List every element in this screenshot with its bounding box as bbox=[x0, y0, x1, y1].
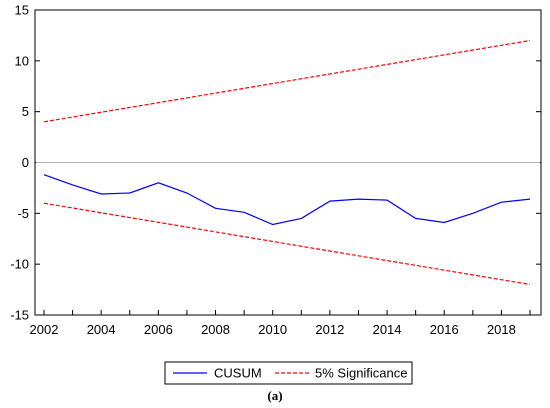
x-tick-label: 2012 bbox=[315, 322, 344, 337]
legend-label-cusum: CUSUM bbox=[214, 366, 262, 381]
x-tick-label: 2014 bbox=[373, 322, 402, 337]
y-tick-label: 5 bbox=[22, 104, 29, 119]
x-tick-label: 2016 bbox=[430, 322, 459, 337]
figure-caption: (a) bbox=[267, 388, 283, 403]
y-tick-label: -10 bbox=[10, 257, 29, 272]
y-tick-label: 0 bbox=[22, 155, 29, 170]
cusum-line bbox=[43, 174, 531, 226]
x-tick-label: 2002 bbox=[30, 322, 59, 337]
y-tick-label: 15 bbox=[15, 3, 29, 18]
lower-significance-line bbox=[43, 202, 531, 286]
x-tick-label: 2006 bbox=[144, 322, 173, 337]
y-tick-label: -15 bbox=[10, 308, 29, 323]
upper-significance-line bbox=[43, 39, 531, 123]
x-tick-label: 2008 bbox=[201, 322, 230, 337]
y-tick-label: 10 bbox=[15, 53, 29, 68]
legend-label-significance: 5% Significance bbox=[315, 366, 408, 381]
x-tick-label: 2010 bbox=[258, 322, 287, 337]
series-layer bbox=[43, 39, 531, 286]
x-tick-label: 2004 bbox=[87, 322, 116, 337]
x-tick-label: 2018 bbox=[487, 322, 516, 337]
y-tick-label: -5 bbox=[17, 206, 29, 221]
legend: CUSUM 5% Significance bbox=[164, 361, 413, 385]
y-axis: 15 10 5 0 -5 -10 -15 bbox=[10, 3, 541, 323]
x-axis: 2002 2004 2006 2008 2010 2012 2014 2016 2018 bbox=[30, 310, 531, 337]
